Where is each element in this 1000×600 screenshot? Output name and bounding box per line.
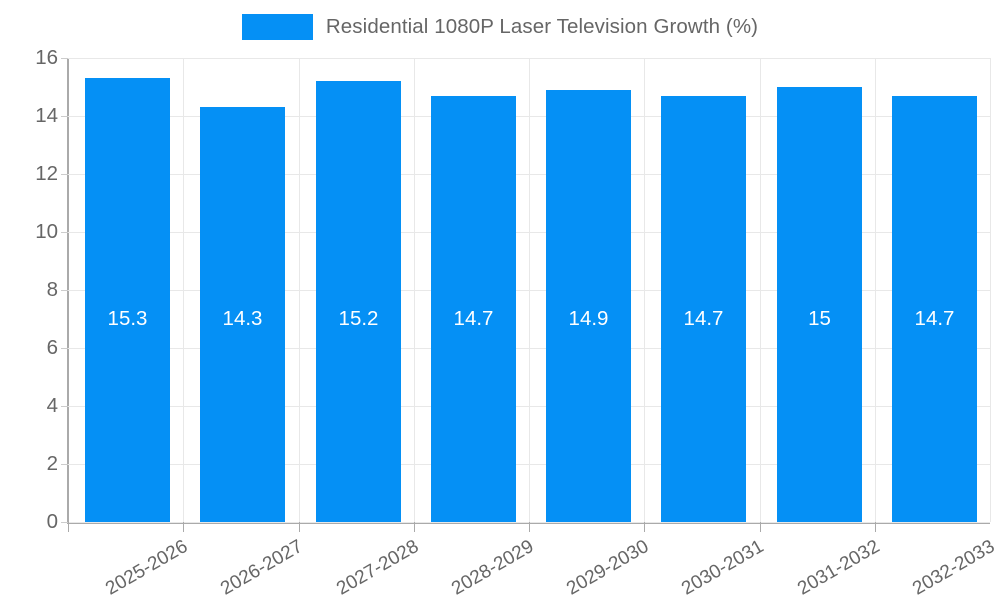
gridline-vertical	[414, 58, 415, 522]
y-axis-tick-mark	[61, 174, 68, 175]
bar[interactable]	[546, 89, 631, 522]
bar-value-label: 14.7	[453, 307, 494, 330]
bar-value-label: 14.3	[222, 307, 263, 330]
bar-value-label: 15	[808, 307, 831, 330]
x-axis-tick-label: 2029-2030	[563, 536, 653, 600]
y-axis-tick-mark	[61, 406, 68, 407]
gridline-vertical	[875, 58, 876, 522]
bar-value-label: 14.7	[683, 307, 724, 330]
x-axis-tick-label: 2032-2033	[908, 536, 999, 600]
y-axis-tick-labels: 0 2 4 6 8 10 12 14 16	[35, 46, 990, 533]
y-axis-tick-label: 12	[35, 162, 58, 185]
y-axis-tick-label: 6	[46, 336, 58, 359]
bar[interactable]	[892, 95, 977, 522]
bar[interactable]	[661, 95, 746, 522]
bar-value-label: 15.3	[107, 307, 148, 330]
x-axis-tick-label: 2026-2027	[217, 536, 307, 600]
y-axis-tick-label: 4	[46, 394, 58, 417]
legend-color-swatch[interactable]	[241, 14, 313, 40]
x-axis-tick-label: 2027-2028	[332, 536, 422, 600]
bar[interactable]	[316, 81, 401, 522]
gridline-vertical	[183, 58, 184, 522]
x-axis-tick-mark	[299, 522, 300, 532]
y-axis-tick-mark	[61, 116, 68, 117]
legend-label[interactable]: Residential 1080P Laser Television Growt…	[325, 15, 759, 38]
bar[interactable]	[85, 78, 170, 522]
bar[interactable]	[431, 95, 516, 522]
gridline-vertical	[644, 58, 645, 522]
y-axis-tick-mark	[61, 290, 68, 291]
y-axis-tick-label: 2	[46, 452, 58, 475]
chart-legend: Residential 1080P Laser Television Growt…	[0, 14, 1000, 40]
bar-value-label: 14.7	[914, 307, 955, 330]
gridline-vertical	[529, 58, 530, 522]
x-axis-tick-mark	[529, 522, 530, 532]
x-axis-tick-mark	[68, 522, 69, 532]
y-axis-tick-mark	[61, 232, 68, 233]
gridline-vertical	[299, 58, 300, 522]
x-axis-tick-label: 2025-2026	[102, 536, 192, 600]
x-axis-line	[67, 522, 990, 524]
x-axis-tick-label: 2028-2029	[447, 536, 538, 600]
plot-area: 15.3 14.3 15.2 14.7 14.9 14.7 15 14.7	[61, 58, 991, 532]
x-axis-tick-label: 2031-2032	[793, 536, 883, 600]
bar-value-label: 14.9	[568, 307, 609, 330]
y-axis-tick-label: 8	[46, 278, 58, 301]
y-axis-tick-label: 0	[46, 510, 58, 533]
y-axis-tick-label: 16	[35, 46, 58, 69]
x-axis-tick-mark	[183, 522, 184, 532]
gridline-vertical	[760, 58, 761, 522]
bar[interactable]	[777, 87, 862, 522]
x-axis-tick-mark	[875, 522, 876, 532]
x-axis-tick-label: 2030-2031	[678, 536, 768, 600]
bar[interactable]	[200, 107, 285, 522]
y-axis-tick-mark	[61, 522, 68, 523]
y-axis-tick-mark	[61, 464, 68, 465]
bar-value-label: 15.2	[338, 307, 379, 330]
y-axis-tick-label: 10	[35, 220, 58, 243]
gridline-vertical	[990, 58, 991, 522]
y-axis-tick-mark	[61, 348, 68, 349]
x-axis-tick-mark	[644, 522, 645, 532]
y-axis-tick-mark	[61, 58, 68, 59]
x-axis-tick-mark	[414, 522, 415, 532]
y-axis-tick-label: 14	[35, 104, 58, 127]
x-axis-tick-mark	[760, 522, 761, 532]
